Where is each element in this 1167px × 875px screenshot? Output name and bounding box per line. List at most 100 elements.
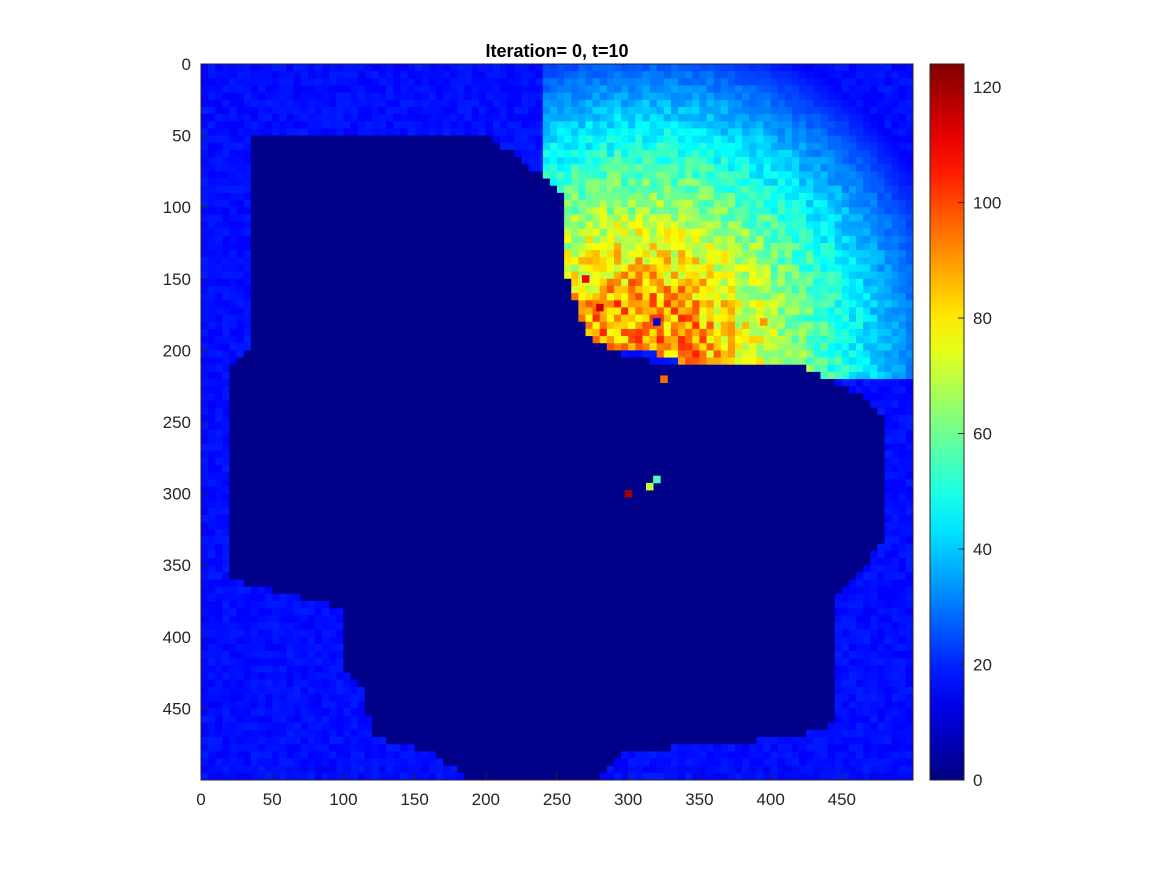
heatmap-cell	[749, 343, 757, 351]
heatmap-cell	[599, 271, 608, 280]
heatmap-cell	[898, 92, 907, 101]
heatmap-cell	[492, 379, 501, 387]
heatmap-cell	[656, 71, 665, 79]
heatmap-cell	[827, 121, 836, 129]
heatmap-cell	[457, 350, 465, 358]
heatmap-cell	[735, 85, 743, 94]
heatmap-cell	[613, 264, 622, 273]
heatmap-cell	[599, 264, 608, 273]
heatmap-cell	[243, 128, 252, 136]
heatmap-cell	[215, 336, 223, 344]
heatmap-cell	[613, 293, 622, 301]
heatmap-cell	[272, 264, 280, 273]
heatmap-cell	[343, 200, 351, 208]
heatmap-cell	[464, 164, 472, 172]
heatmap-cell	[585, 300, 593, 308]
heatmap-cell	[507, 106, 515, 115]
heatmap-cell	[706, 250, 715, 258]
heatmap-cell	[649, 135, 658, 144]
heatmap-cell	[350, 106, 359, 115]
heatmap-cell	[201, 357, 209, 366]
heatmap-cell	[428, 78, 437, 86]
heatmap-cell	[329, 278, 337, 287]
heatmap-cell	[884, 371, 893, 380]
heatmap-cell	[293, 414, 302, 423]
heatmap-cell	[492, 135, 501, 144]
heatmap-cell	[257, 257, 266, 265]
heatmap-cell	[756, 285, 764, 294]
heatmap-cell	[286, 235, 294, 244]
heatmap-cell	[848, 343, 857, 351]
heatmap-cell	[407, 300, 415, 308]
heatmap-cell	[314, 414, 323, 423]
heatmap-cell	[884, 71, 893, 79]
heatmap-cell	[528, 321, 537, 330]
heatmap-cell	[791, 207, 800, 215]
heatmap-cell	[521, 285, 529, 294]
heatmap-cell	[521, 106, 529, 115]
heatmap-cell	[471, 228, 480, 237]
heatmap-cell	[699, 285, 707, 294]
heatmap-cell	[464, 178, 472, 187]
heatmap-cell	[286, 300, 294, 308]
heatmap-cell	[678, 142, 686, 151]
heatmap-cell	[791, 164, 800, 172]
heatmap-cell	[357, 278, 366, 287]
heatmap-cell	[856, 171, 864, 179]
heatmap-cell	[215, 364, 223, 373]
heatmap-cell	[471, 357, 480, 366]
heatmap-cell	[549, 285, 558, 294]
heatmap-cell	[201, 321, 209, 330]
heatmap-cell	[877, 250, 885, 258]
heatmap-cell	[450, 357, 458, 366]
heatmap-cell	[749, 164, 757, 172]
heatmap-cell	[243, 228, 252, 237]
heatmap-cell	[571, 400, 579, 409]
heatmap-cell	[507, 200, 515, 208]
heatmap-cell	[243, 264, 252, 273]
heatmap-cell	[443, 164, 451, 172]
heatmap-cell	[770, 314, 779, 323]
heatmap-cell	[257, 321, 266, 330]
heatmap-cell	[656, 350, 665, 358]
heatmap-cell	[763, 235, 771, 244]
heatmap-cell	[820, 307, 828, 315]
heatmap-cell	[293, 386, 302, 394]
heatmap-cell	[663, 407, 672, 416]
heatmap-cell	[713, 157, 722, 165]
heatmap-cell	[834, 328, 843, 337]
heatmap-cell	[806, 121, 814, 129]
heatmap-cell	[229, 321, 237, 330]
heatmap-cell	[692, 78, 700, 86]
heatmap-cell	[535, 171, 544, 179]
heatmap-cell	[749, 336, 757, 344]
heatmap-cell	[514, 364, 522, 373]
heatmap-cell	[870, 350, 878, 358]
heatmap-cell	[307, 257, 316, 265]
heatmap-cell	[784, 157, 793, 165]
heatmap-cell	[464, 257, 472, 265]
heatmap-cell	[599, 164, 608, 172]
heatmap-cell	[286, 379, 294, 387]
heatmap-cell	[571, 343, 579, 351]
heatmap-cell	[421, 336, 430, 344]
heatmap-cell	[215, 371, 223, 380]
heatmap-cell	[478, 307, 487, 315]
heatmap-cell	[727, 214, 736, 222]
heatmap-cell	[770, 106, 779, 115]
heatmap-cell	[464, 85, 472, 94]
heatmap-cell	[407, 78, 415, 86]
heatmap-cell	[343, 178, 351, 187]
heatmap-cell	[457, 414, 465, 423]
heatmap-cell	[243, 121, 252, 129]
heatmap-cell	[770, 243, 779, 251]
heatmap-cell	[393, 400, 401, 409]
heatmap-cell	[699, 264, 707, 273]
heatmap-cell	[350, 228, 359, 237]
heatmap-cell	[428, 178, 437, 187]
heatmap-cell	[414, 171, 423, 179]
heatmap-cell	[884, 285, 893, 294]
heatmap-cell	[300, 371, 309, 380]
heatmap-cell	[208, 414, 216, 423]
heatmap-cell	[257, 64, 266, 72]
